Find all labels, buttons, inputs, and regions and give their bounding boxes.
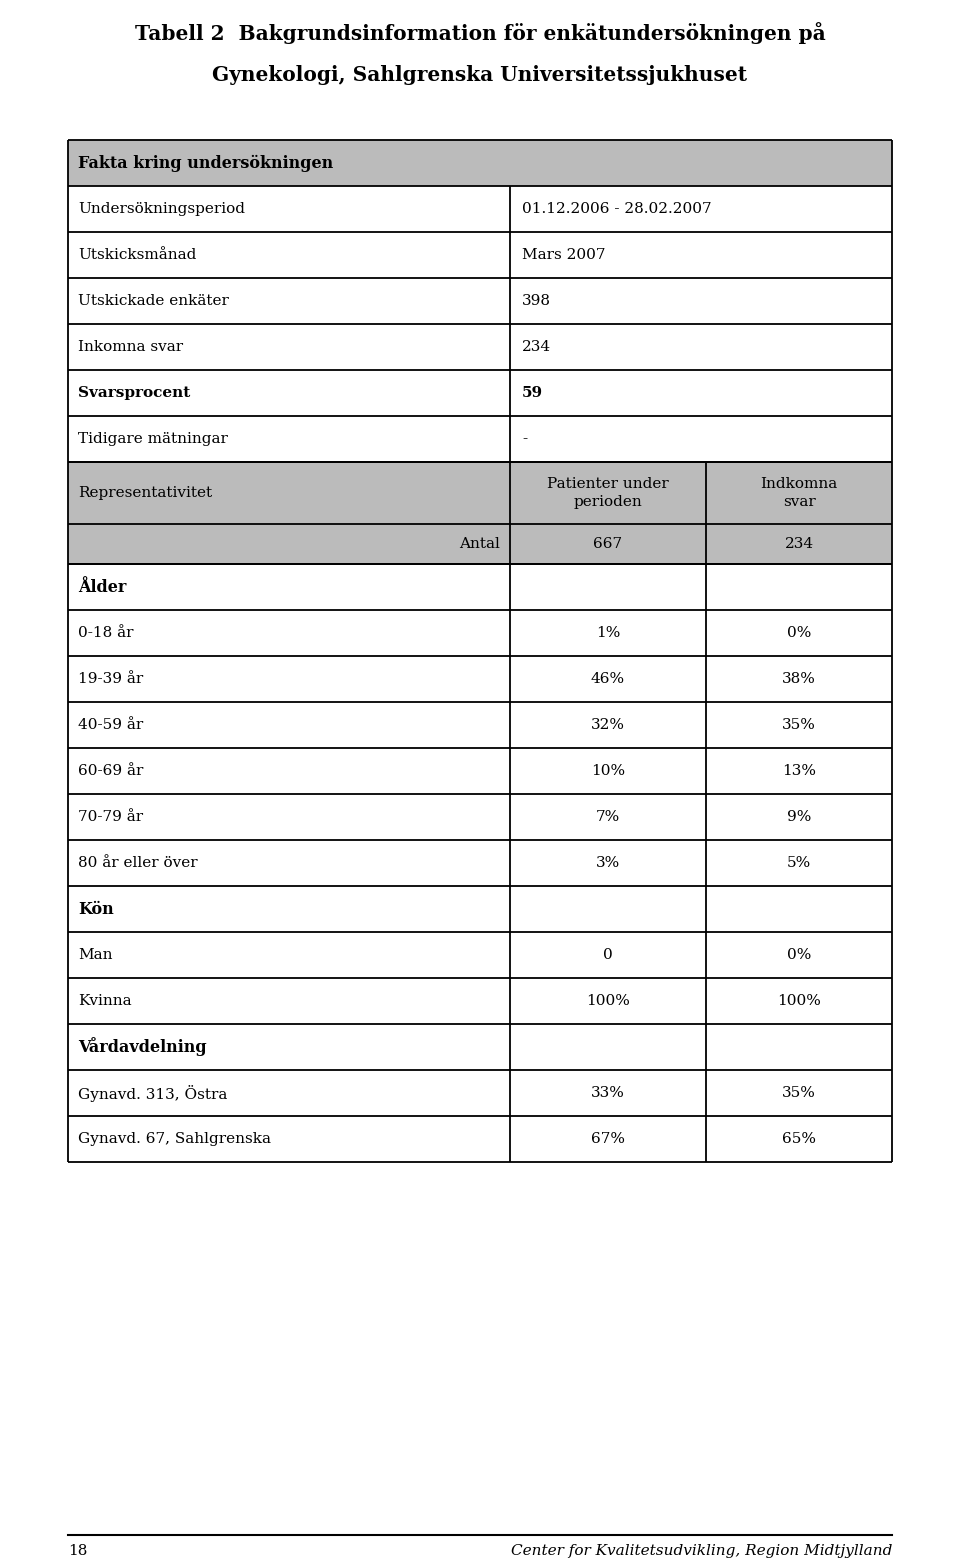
Text: Kön: Kön: [78, 901, 113, 918]
Text: 35%: 35%: [782, 718, 816, 732]
Text: Ålder: Ålder: [78, 579, 127, 596]
Text: Gynavd. 67, Sahlgrenska: Gynavd. 67, Sahlgrenska: [78, 1132, 271, 1146]
Text: 33%: 33%: [591, 1085, 625, 1099]
Text: 38%: 38%: [782, 673, 816, 687]
Bar: [68, 524, 892, 565]
Text: 46%: 46%: [591, 673, 625, 687]
Text: 67%: 67%: [591, 1132, 625, 1146]
Text: Gynekologi, Sahlgrenska Universitetssjukhuset: Gynekologi, Sahlgrenska Universitetssjuk…: [212, 66, 748, 84]
Text: 0%: 0%: [787, 948, 811, 962]
Text: Man: Man: [78, 948, 112, 962]
Text: 0%: 0%: [787, 626, 811, 640]
Text: 18: 18: [68, 1544, 87, 1558]
Text: Vårdavdelning: Vårdavdelning: [78, 1037, 206, 1057]
Text: 13%: 13%: [782, 763, 816, 777]
Text: Utskickade enkäter: Utskickade enkäter: [78, 294, 228, 308]
Text: 01.12.2006 - 28.02.2007: 01.12.2006 - 28.02.2007: [522, 202, 711, 216]
Text: Gynavd. 313, Östra: Gynavd. 313, Östra: [78, 1084, 228, 1101]
Text: Tabell 2  Bakgrundsinformation för enkätundersökningen på: Tabell 2 Bakgrundsinformation för enkätu…: [134, 22, 826, 44]
Text: Mars 2007: Mars 2007: [522, 249, 606, 263]
Text: 32%: 32%: [591, 718, 625, 732]
Text: -: -: [522, 432, 527, 446]
Text: 60-69 år: 60-69 år: [78, 763, 143, 777]
Text: 398: 398: [522, 294, 551, 308]
Text: Antal: Antal: [459, 536, 500, 551]
Text: 0: 0: [603, 948, 612, 962]
Text: 0-18 år: 0-18 år: [78, 626, 133, 640]
Text: 234: 234: [522, 339, 551, 353]
Bar: [68, 461, 892, 524]
Text: 234: 234: [784, 536, 813, 551]
Text: 9%: 9%: [787, 810, 811, 824]
Text: Indkomna
svar: Indkomna svar: [760, 477, 838, 510]
Text: Center for Kvalitetsudvikling, Region Midtjylland: Center for Kvalitetsudvikling, Region Mi…: [511, 1544, 892, 1558]
Text: Svarsprocent: Svarsprocent: [78, 386, 190, 400]
Text: Fakta kring undersökningen: Fakta kring undersökningen: [78, 155, 333, 172]
Text: Undersökningsperiod: Undersökningsperiod: [78, 202, 245, 216]
Text: Kvinna: Kvinna: [78, 995, 132, 1009]
Text: Utskicksmånad: Utskicksmånad: [78, 249, 197, 263]
Text: 1%: 1%: [596, 626, 620, 640]
Text: 65%: 65%: [782, 1132, 816, 1146]
Text: 7%: 7%: [596, 810, 620, 824]
Text: 80 år eller över: 80 år eller över: [78, 856, 198, 870]
Text: 19-39 år: 19-39 år: [78, 673, 143, 687]
Text: 35%: 35%: [782, 1085, 816, 1099]
Text: 40-59 år: 40-59 år: [78, 718, 143, 732]
Text: Patienter under
perioden: Patienter under perioden: [547, 477, 669, 510]
Text: 5%: 5%: [787, 856, 811, 870]
Text: 59: 59: [522, 386, 543, 400]
Text: 100%: 100%: [777, 995, 821, 1009]
Text: Representativitet: Representativitet: [78, 486, 212, 500]
Text: 70-79 år: 70-79 år: [78, 810, 143, 824]
Text: 100%: 100%: [586, 995, 630, 1009]
Text: 10%: 10%: [591, 763, 625, 777]
Text: Tidigare mätningar: Tidigare mätningar: [78, 432, 228, 446]
Text: 667: 667: [593, 536, 623, 551]
Text: 3%: 3%: [596, 856, 620, 870]
Bar: [68, 141, 892, 186]
Text: Inkomna svar: Inkomna svar: [78, 339, 183, 353]
